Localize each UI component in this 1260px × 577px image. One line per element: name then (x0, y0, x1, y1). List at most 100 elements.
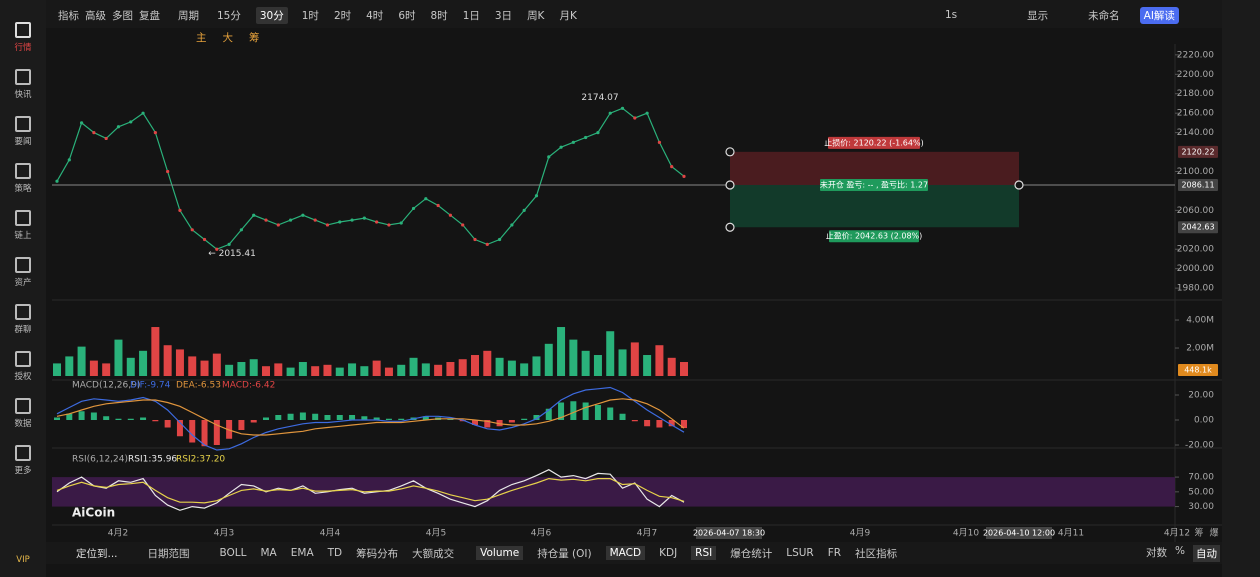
sidebar-item[interactable]: 数据 (0, 398, 46, 429)
macd-hist (90, 412, 97, 420)
indicator-button[interactable]: BOLL (219, 547, 247, 559)
volume-bar (532, 356, 541, 376)
sidebar-item[interactable]: 策略 (0, 163, 46, 194)
sidebar-item[interactable]: 更多 (0, 445, 46, 476)
interval-button[interactable]: 6时 (398, 9, 416, 22)
interval-button[interactable]: 8时 (430, 9, 448, 22)
date-range[interactable]: 日期范围 (147, 547, 190, 560)
volume-bar (188, 356, 197, 376)
stop-axis-label-bg (1178, 145, 1218, 158)
macd-hist (189, 420, 196, 443)
y-tick-label: 4.00M (1186, 316, 1214, 326)
toolbar-button[interactable]: 指标 (58, 9, 79, 22)
indicator-button[interactable]: RSI (691, 546, 717, 560)
toolbar-button[interactable]: 复盘 (139, 9, 160, 22)
interval-button[interactable]: 15分 (217, 9, 241, 22)
price-point (620, 106, 625, 110)
volume-bar (65, 356, 74, 376)
macd-hist (398, 418, 405, 420)
sidebar-label: 策略 (14, 184, 32, 194)
right-panel (1222, 0, 1260, 577)
drawing-tag[interactable]: 主 (196, 31, 207, 44)
indicator-button[interactable]: EMA (290, 547, 314, 559)
sidebar-label: 群聊 (14, 325, 32, 335)
macd-hist (631, 420, 638, 422)
interval-button[interactable]: 1日 (462, 9, 480, 22)
indicator-button[interactable]: 持仓量 (OI) (537, 547, 592, 560)
interval-button[interactable]: 周K (527, 9, 545, 22)
macd-hist (176, 420, 183, 437)
axis-option[interactable]: % (1175, 544, 1185, 557)
price-line (56, 107, 685, 250)
drawing-tag[interactable]: 筹 (249, 31, 260, 44)
volume-bar (434, 364, 443, 376)
y-tick-label: 1980.00 (1177, 284, 1214, 294)
interval-button[interactable]: 2时 (333, 9, 352, 22)
price-point (411, 206, 416, 211)
price-point (670, 165, 674, 169)
layout-name[interactable]: 未命名 (1088, 9, 1120, 22)
toolbar-button[interactable]: 多图 (112, 9, 133, 22)
indicator-button[interactable]: KDJ (659, 547, 678, 559)
drawing-tag[interactable]: 大 (222, 31, 234, 44)
indicator-button[interactable]: TD (327, 547, 343, 559)
macd-hist (496, 420, 503, 427)
price-point (461, 223, 465, 227)
volume-bar (163, 345, 172, 376)
sidebar-item[interactable]: 群聊 (0, 304, 46, 335)
interval-button[interactable]: 月K (559, 9, 577, 22)
indicator-button[interactable]: MA (260, 547, 277, 559)
price-point (571, 140, 575, 144)
take-axis-label-bg (1178, 221, 1218, 234)
indicator-button[interactable]: MACD (605, 546, 646, 560)
interval-button[interactable]: 4时 (366, 9, 384, 22)
indicator-button[interactable]: 筹码分布 (356, 547, 399, 560)
sidebar-item[interactable]: 资产 (0, 257, 46, 288)
macd-header: DIF:-9.74 (130, 381, 171, 391)
axis-option[interactable]: 对数 (1146, 546, 1168, 559)
price-point (338, 220, 342, 224)
indicator-button[interactable]: Volume (476, 546, 524, 560)
indicator-button[interactable]: 社区指标 (855, 547, 898, 560)
interval-button[interactable]: 3日 (494, 9, 513, 22)
volume-bar (53, 363, 61, 376)
indicator-button[interactable]: 爆仓统计 (730, 547, 773, 560)
axis-option[interactable]: 自动 (1193, 544, 1220, 562)
indicator-button[interactable]: LSUR (786, 547, 814, 559)
price-point (129, 120, 133, 124)
macd-hist (250, 420, 257, 423)
display-button[interactable]: 显示 (1027, 9, 1049, 22)
volume-bar (175, 349, 184, 376)
take-zone (730, 184, 1019, 228)
price-point (252, 213, 256, 217)
indicator-button[interactable]: 大额成交 (412, 547, 455, 560)
speed[interactable]: 1s (945, 9, 958, 21)
period-menu[interactable]: 周期 (178, 9, 199, 22)
sidebar-item[interactable]: 链上 (0, 210, 46, 241)
toolbar-button[interactable]: 高级 (85, 9, 106, 22)
volume-bar (212, 353, 221, 376)
x-corner: 爆 (1209, 527, 1218, 539)
indicator-button[interactable]: FR (827, 547, 842, 559)
sidebar-item[interactable]: 快讯 (0, 69, 46, 100)
volume-bar (495, 357, 504, 376)
macd-hist (472, 420, 478, 425)
volume-bar (569, 339, 578, 376)
sidebar-item[interactable]: 要闻 (0, 116, 46, 147)
sidebar-item[interactable]: 授权 (0, 351, 46, 382)
macd-hist (299, 412, 306, 420)
locate-button[interactable]: 定位到... (76, 547, 118, 560)
watermark: AiCoin (72, 506, 115, 520)
macd-hist (668, 420, 675, 427)
ai-button[interactable]: AI解读 (1139, 6, 1179, 24)
x-tick-label: 2026-04-07 18:30 (693, 529, 765, 538)
sidebar-item[interactable]: 行情 (0, 22, 46, 53)
interval-button[interactable]: 1时 (301, 9, 319, 22)
price-point (215, 247, 219, 251)
y-tick-label: 2.00M (1186, 344, 1214, 354)
vip[interactable]: VIP (16, 555, 30, 565)
price-point (362, 216, 366, 220)
interval-button[interactable]: 30分 (255, 6, 288, 24)
y-tick-label: 2020.00 (1177, 245, 1214, 255)
price-point (448, 213, 453, 217)
